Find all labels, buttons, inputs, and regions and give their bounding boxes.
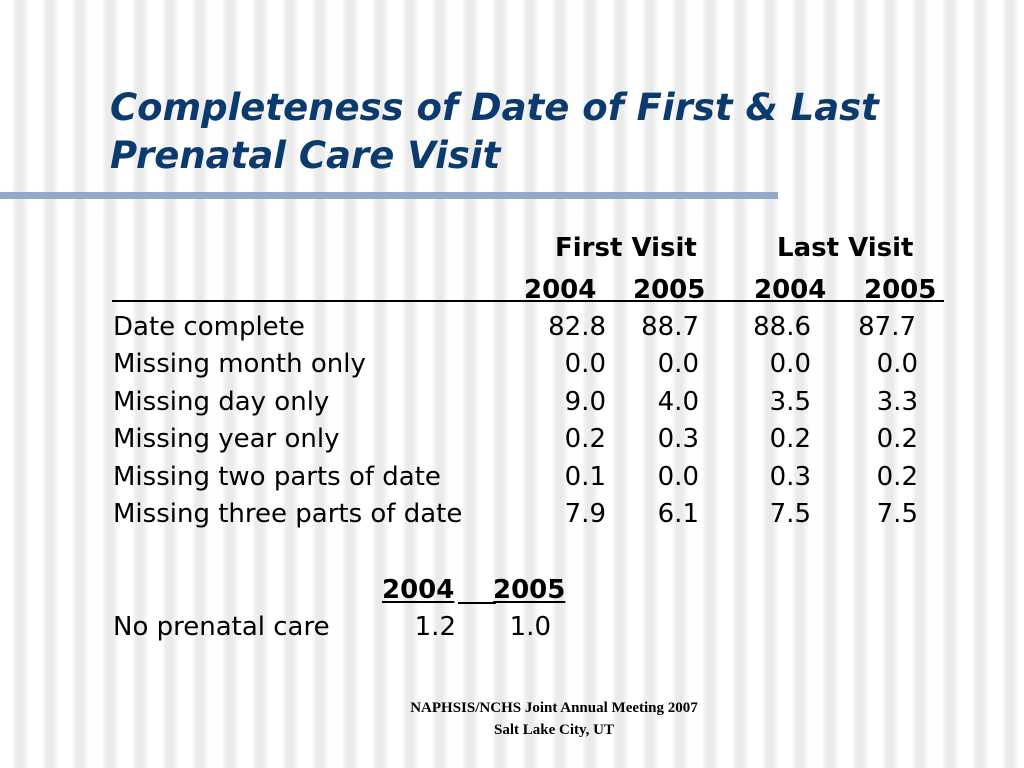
row-label-no-prenatal-care: No prenatal care	[113, 612, 330, 642]
table-cell: 7.9	[564, 499, 606, 529]
table-cell: 3.3	[876, 387, 918, 417]
slide-title-line-2: Prenatal Care Visit	[110, 134, 501, 177]
table-header-rule	[112, 300, 944, 302]
table-cell: 7.5	[769, 499, 811, 529]
header-last-visit: Last Visit	[777, 233, 914, 263]
table-cell: 1.0	[509, 612, 551, 642]
table-cell: 0.2	[876, 462, 918, 492]
no-care-header-2004: 2004	[382, 575, 455, 605]
footer-line-1: NAPHSIS/NCHS Joint Annual Meeting 2007	[410, 700, 698, 716]
table-cell: 0.2	[876, 424, 918, 454]
header-first-visit: First Visit	[555, 233, 697, 263]
row-label-missing-month: Missing month only	[113, 349, 366, 379]
table-cell: 0.1	[564, 462, 606, 492]
row-label-missing-day: Missing day only	[113, 387, 330, 417]
table-cell: 3.5	[769, 387, 811, 417]
row-label-missing-two-parts: Missing two parts of date	[113, 462, 441, 492]
table-cell: 0.3	[769, 462, 811, 492]
table-cell: 0.0	[769, 349, 811, 379]
table-cell: 88.7	[641, 312, 699, 342]
table-cell: 1.2	[414, 612, 456, 642]
footer-line-2: Salt Lake City, UT	[493, 722, 614, 738]
table-cell: 0.2	[564, 424, 606, 454]
title-divider	[0, 192, 778, 199]
table-cell: 6.1	[657, 499, 699, 529]
table-cell: 88.6	[753, 312, 811, 342]
row-label-missing-year: Missing year only	[113, 424, 340, 454]
table-cell: 0.0	[657, 462, 699, 492]
no-care-header-rule	[458, 602, 496, 604]
table-cell: 9.0	[564, 387, 606, 417]
slide-title-line-1: Completeness of Date of First & Last	[110, 86, 879, 129]
row-label-missing-three-parts: Missing three parts of date	[113, 499, 463, 529]
table-cell: 4.0	[657, 387, 699, 417]
table-cell: 87.7	[858, 312, 916, 342]
table-cell: 7.5	[876, 499, 918, 529]
table-cell: 0.0	[564, 349, 606, 379]
table-cell: 0.2	[769, 424, 811, 454]
row-label-date-complete: Date complete	[113, 312, 305, 342]
table-cell: 82.8	[548, 312, 606, 342]
no-care-header-2005: 2005	[493, 575, 566, 605]
table-cell: 0.3	[657, 424, 699, 454]
slide-title: Completeness of Date of First & Last Pre…	[110, 84, 990, 180]
table-cell: 0.0	[657, 349, 699, 379]
table-cell: 0.0	[876, 349, 918, 379]
